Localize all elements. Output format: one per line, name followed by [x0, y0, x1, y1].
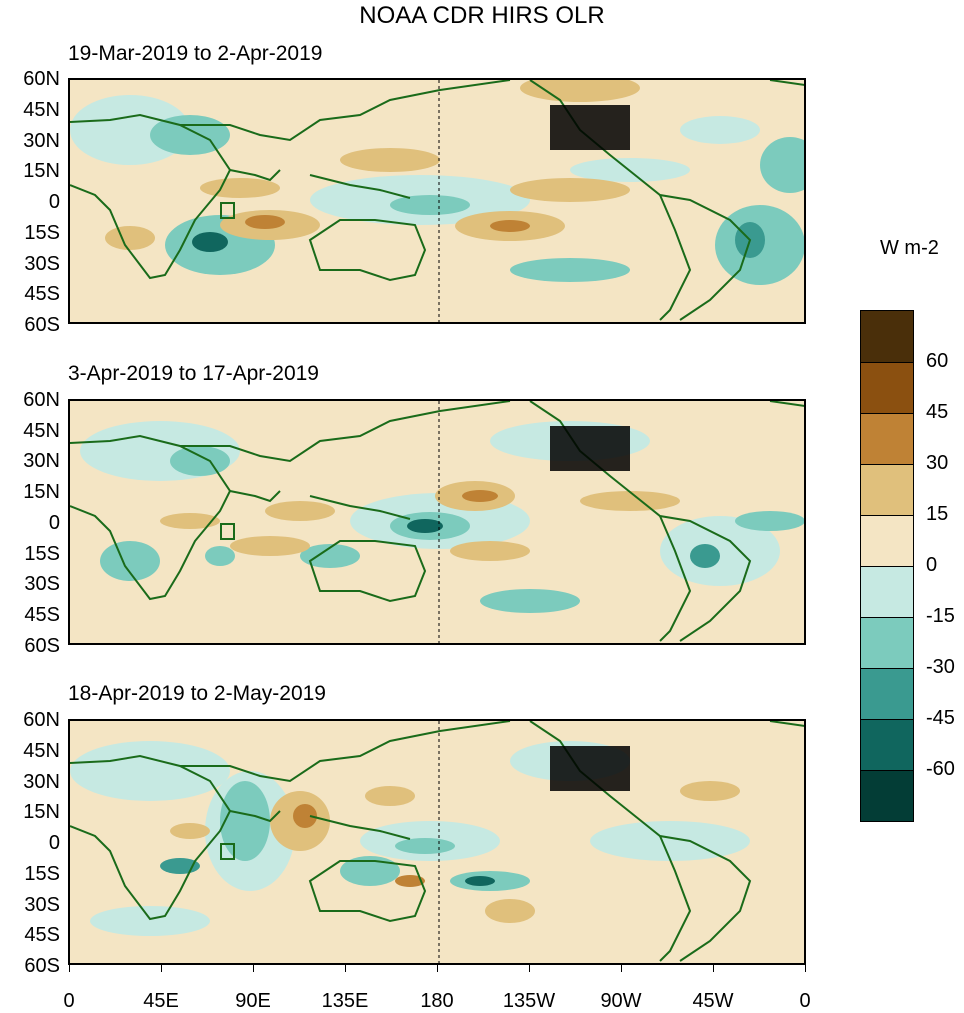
us-state-borders — [550, 746, 630, 791]
lat-label: 15S — [24, 543, 60, 565]
index-region-box — [220, 523, 235, 540]
lat-label: 45S — [24, 283, 60, 305]
lon-label: 0 — [799, 990, 811, 1012]
lon-label: 90E — [235, 990, 271, 1012]
negative-anomaly-regions — [70, 95, 804, 285]
lat-label: 15N — [23, 481, 60, 503]
lat-label: 45N — [23, 740, 60, 762]
lat-label: 60N — [23, 68, 60, 90]
positive-anomaly-regions — [105, 80, 640, 250]
olr-anomaly-map-2 — [70, 401, 804, 643]
us-state-borders — [550, 426, 630, 471]
lat-label: 15S — [24, 222, 60, 244]
lat-label: 30N — [23, 450, 60, 472]
legend-units: W m-2 — [880, 237, 939, 259]
positive-anomaly-regions — [160, 481, 680, 561]
map-panel-1 — [68, 78, 806, 324]
lon-tick — [161, 965, 162, 972]
legend-label: -60 — [926, 758, 955, 780]
lat-label: 15N — [23, 801, 60, 823]
lat-label: 15N — [23, 160, 60, 182]
legend-label: 60 — [926, 350, 949, 372]
lat-label: 0 — [48, 832, 60, 854]
legend-swatch — [861, 668, 913, 719]
legend-swatch — [861, 770, 913, 821]
lat-label: 60N — [23, 389, 60, 411]
lon-tick — [713, 965, 714, 972]
legend-swatch — [861, 566, 913, 617]
lat-label: 30N — [23, 130, 60, 152]
lat-label: 60S — [24, 955, 60, 977]
lat-label: 30S — [24, 253, 60, 275]
legend-swatch — [861, 719, 913, 770]
lon-tick — [805, 965, 806, 972]
legend-swatch — [861, 464, 913, 515]
legend-label: -30 — [926, 656, 955, 678]
lat-label: 30S — [24, 573, 60, 595]
lon-tick — [69, 965, 70, 972]
panel-1-title: 19-Mar-2019 to 2-Apr-2019 — [68, 42, 323, 65]
lat-label: 45S — [24, 604, 60, 626]
lon-label: 45E — [143, 990, 179, 1012]
lon-label: 90W — [600, 990, 642, 1012]
panel-3-title: 18-Apr-2019 to 2-May-2019 — [68, 682, 326, 705]
legend-label: 45 — [926, 401, 949, 423]
legend-swatch — [861, 362, 913, 413]
legend-swatch — [861, 617, 913, 668]
legend-label: -15 — [926, 605, 955, 627]
index-region-box — [220, 843, 235, 860]
lon-label: 135W — [502, 990, 556, 1012]
lon-label: 45W — [692, 990, 734, 1012]
lat-label: 60N — [23, 709, 60, 731]
lat-label: 45S — [24, 924, 60, 946]
lat-label: 30S — [24, 894, 60, 916]
lat-label: 15S — [24, 863, 60, 885]
legend-label: 30 — [926, 452, 949, 474]
legend-swatch — [861, 515, 913, 566]
us-state-borders — [550, 105, 630, 150]
negative-anomaly-regions — [70, 741, 750, 936]
legend-label: -45 — [926, 707, 955, 729]
positive-anomaly-regions — [170, 781, 740, 923]
legend-label: 15 — [926, 503, 949, 525]
lat-label: 0 — [48, 512, 60, 534]
lon-tick — [529, 965, 530, 972]
color-legend — [860, 310, 914, 822]
lon-tick — [253, 965, 254, 972]
map-panel-3 — [68, 719, 806, 965]
lat-label: 60S — [24, 635, 60, 657]
index-region-box — [220, 202, 235, 219]
lon-tick — [345, 965, 346, 972]
legend-swatch — [861, 311, 913, 362]
lon-tick — [437, 965, 438, 972]
olr-anomaly-map-3 — [70, 721, 804, 963]
legend-label: 0 — [926, 554, 938, 576]
lon-label: 180 — [420, 990, 454, 1012]
lon-label: 0 — [63, 990, 75, 1012]
lat-label: 30N — [23, 771, 60, 793]
figure-title: NOAA CDR HIRS OLR — [359, 2, 605, 29]
map-panel-2 — [68, 399, 806, 645]
lat-label: 45N — [23, 420, 60, 442]
legend-swatch — [861, 413, 913, 464]
panel-2-title: 3-Apr-2019 to 17-Apr-2019 — [68, 362, 319, 385]
lat-label: 45N — [23, 99, 60, 121]
lon-tick — [621, 965, 622, 972]
lat-label: 0 — [48, 191, 60, 213]
olr-anomaly-map-1 — [70, 80, 804, 322]
lon-label: 135E — [321, 990, 369, 1012]
lat-label: 60S — [24, 314, 60, 336]
